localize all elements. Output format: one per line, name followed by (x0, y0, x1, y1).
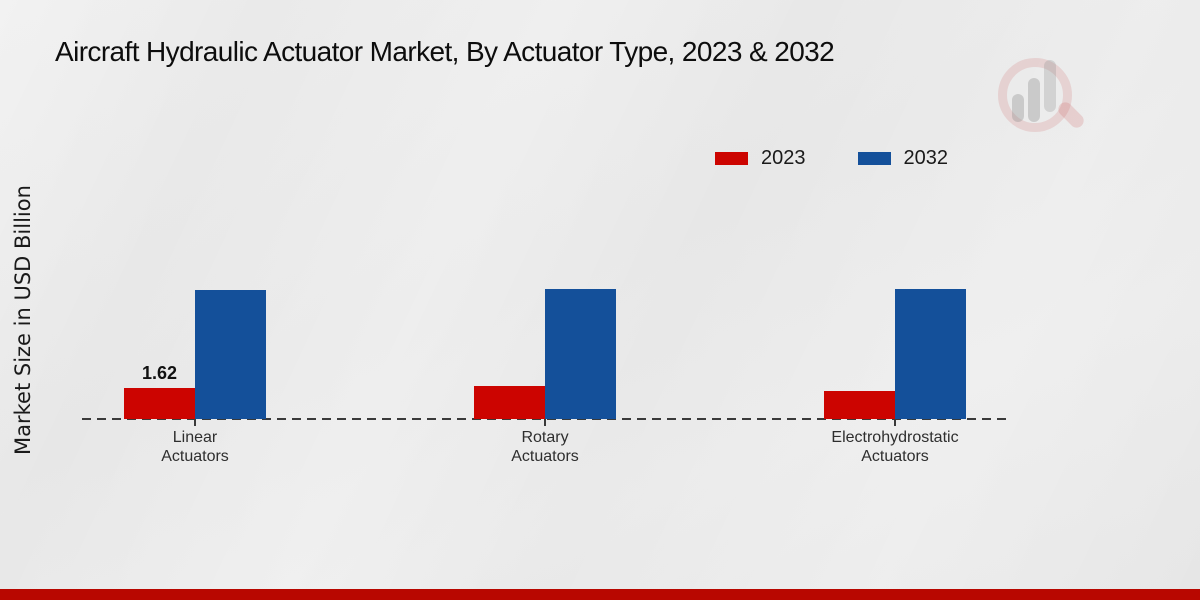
legend-item-2032: 2032 (857, 147, 949, 170)
x-axis-tick (894, 419, 896, 426)
chart-title: Aircraft Hydraulic Actuator Market, By A… (55, 36, 835, 67)
legend-swatch-2023 (715, 152, 748, 165)
bar-2032-1 (195, 290, 266, 419)
bottom-banner (0, 589, 1200, 600)
legend: 2023 2032 (715, 147, 948, 170)
bar-2032-3 (895, 289, 966, 419)
category-label: Rotary Actuators (511, 429, 579, 465)
legend-item-2023: 2023 (715, 147, 806, 170)
bar-2032-2 (545, 289, 616, 419)
bar-2023-2 (474, 386, 545, 419)
bar-2023-1 (124, 388, 195, 419)
legend-label-2032: 2032 (903, 147, 949, 169)
bar-value-label: 1.62 (141, 363, 178, 383)
legend-swatch-2032 (857, 152, 891, 165)
category-label: Linear Actuators (161, 429, 229, 465)
legend-label-2023: 2023 (761, 147, 806, 169)
logo-bar-icon (1012, 94, 1024, 122)
logo-bar-icon (1044, 60, 1056, 112)
magnifier-bar-chart-logo-icon (998, 52, 1088, 137)
category-label: Electrohydrostatic Actuators (831, 429, 959, 465)
x-axis-tick (544, 419, 546, 426)
bar-2023-3 (824, 391, 895, 419)
x-axis-tick (194, 419, 196, 426)
logo-lens-ring (998, 58, 1072, 132)
logo-bar-icon (1028, 78, 1040, 122)
